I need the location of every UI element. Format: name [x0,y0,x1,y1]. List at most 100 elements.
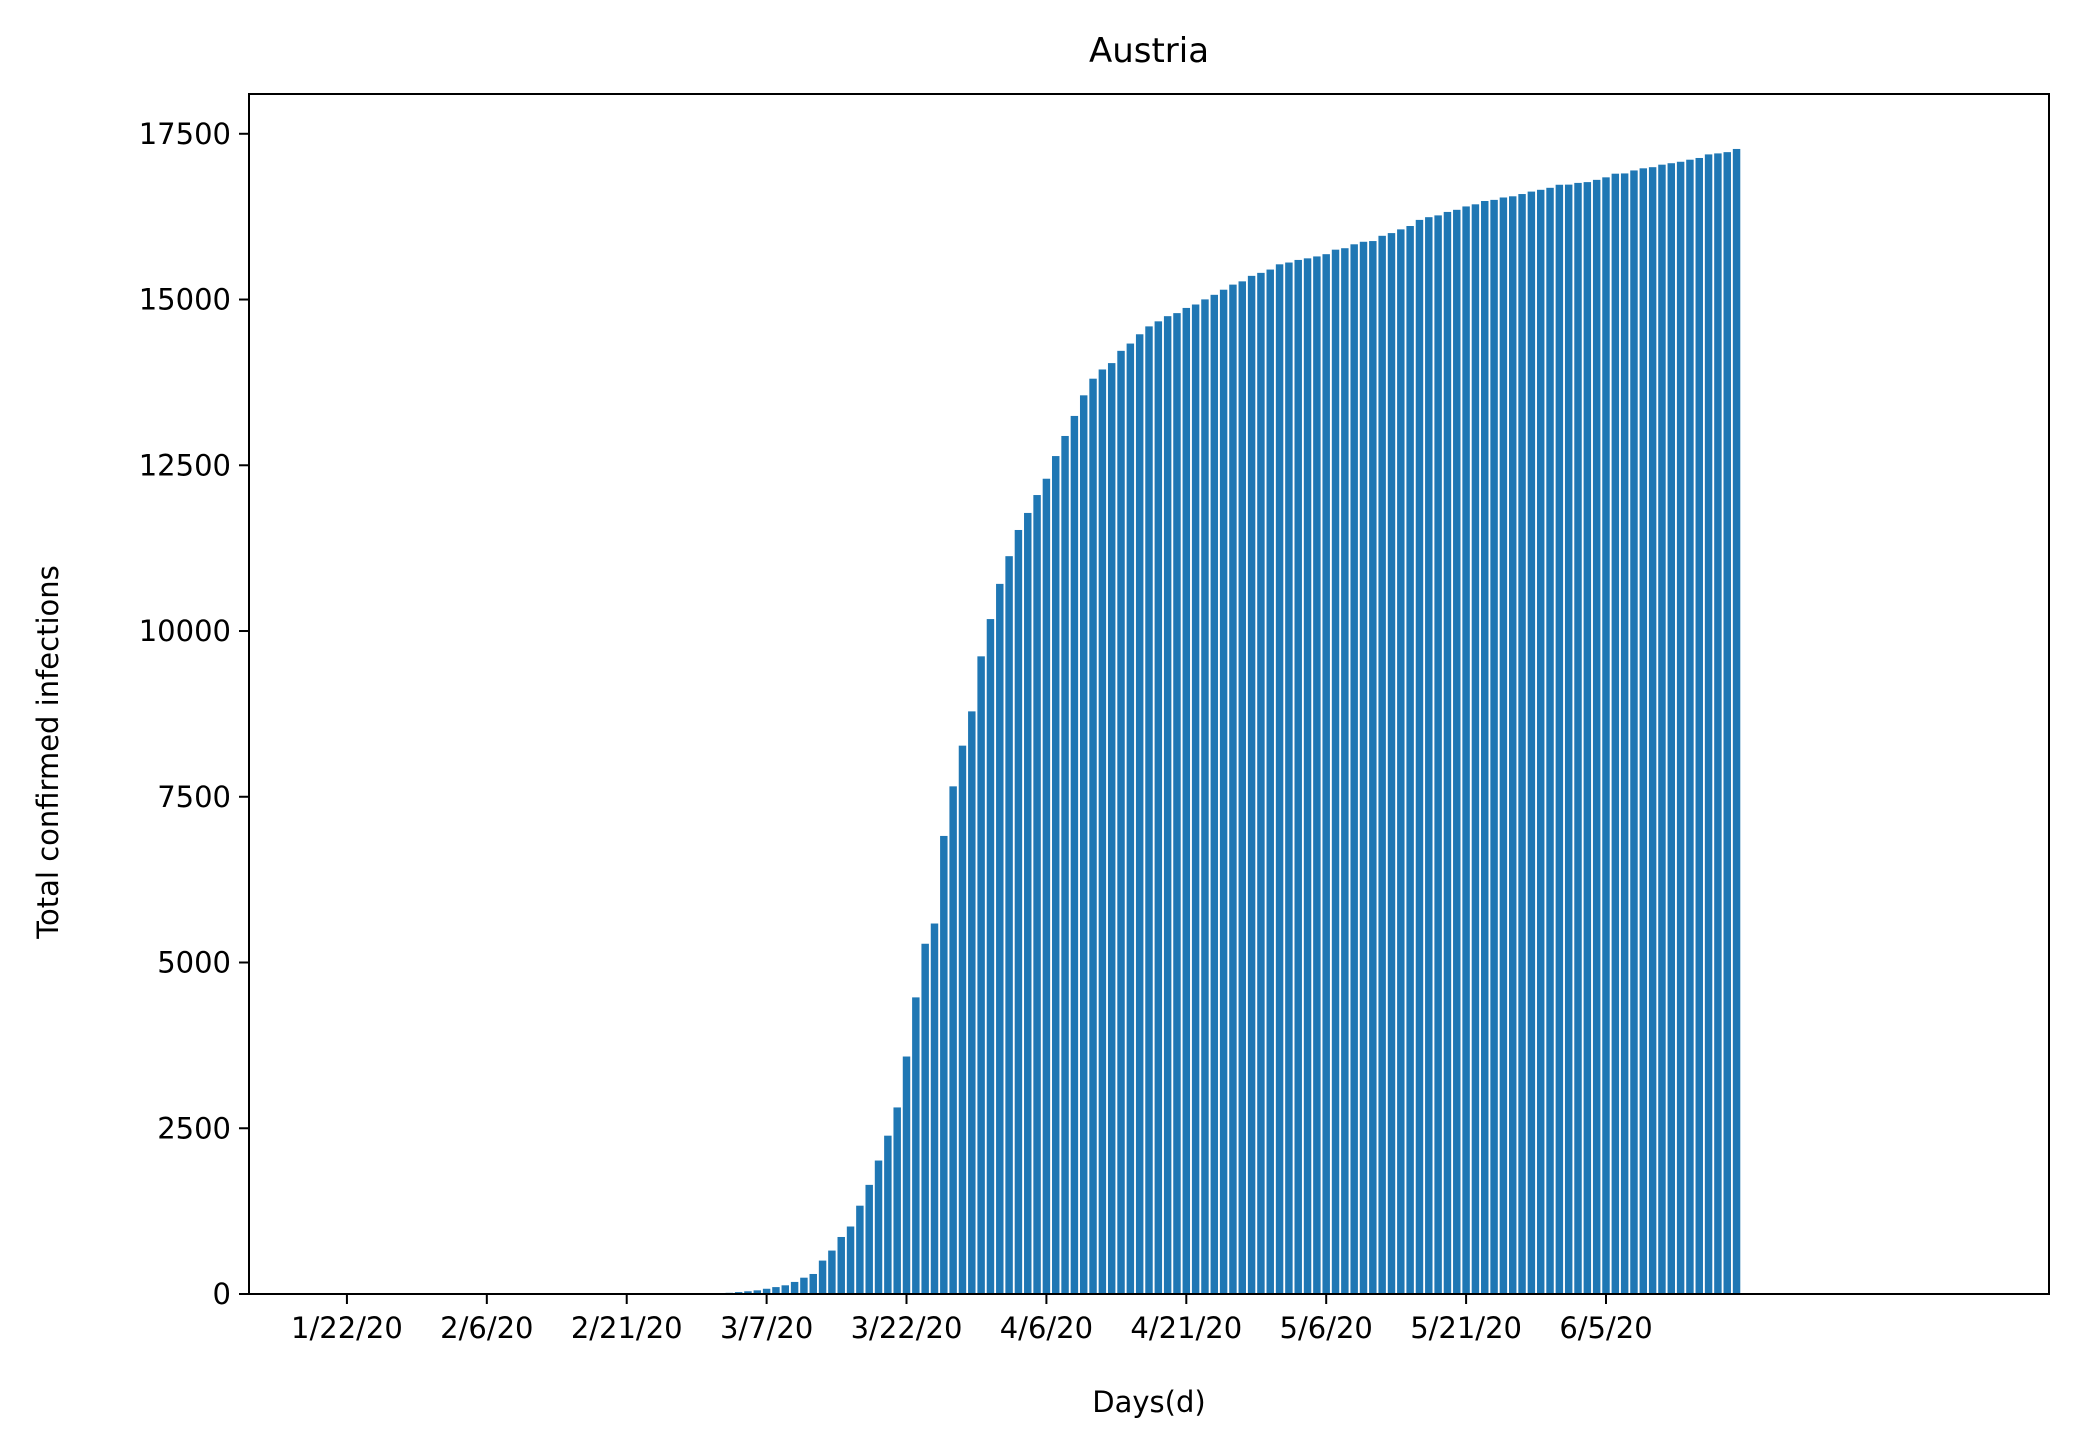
bar [874,1160,883,1294]
bar [949,786,957,1294]
bar [884,1135,892,1294]
bar [818,1260,827,1294]
bar [1126,343,1135,1294]
bar [1667,163,1676,1295]
bar [1415,219,1424,1294]
y-tick-label: 2500 [157,1111,231,1145]
bar [1630,170,1638,1295]
bar [1294,259,1302,1295]
bar [837,1236,845,1294]
x-tick-label: 4/21/20 [1130,1311,1242,1345]
bar [1555,184,1564,1294]
bar [753,1290,762,1294]
bar [762,1288,771,1294]
bar [1089,378,1097,1294]
bar [1079,395,1088,1295]
bar [828,1250,836,1294]
bar [1453,209,1461,1294]
bar [790,1281,799,1294]
x-tick-label: 1/22/20 [291,1311,403,1345]
x-tick-label: 5/21/20 [1410,1311,1522,1345]
bar [1024,512,1032,1294]
x-tick-label: 3/7/20 [720,1311,813,1345]
bar [1070,415,1079,1294]
bar [1322,254,1330,1295]
bar [1518,194,1526,1294]
y-tick-label: 10000 [139,614,231,648]
y-tick-label: 15000 [139,283,231,317]
bar [865,1184,873,1294]
bar [1732,148,1741,1295]
plot-area-frame [248,93,2050,1295]
bar [1257,272,1265,1294]
x-tick-label: 3/22/20 [851,1311,963,1345]
bar [996,583,1004,1294]
bar [1303,258,1312,1295]
bar [1117,350,1125,1295]
bar [1527,191,1536,1295]
bar [1173,313,1181,1294]
bar [1005,556,1013,1294]
y-tick-label: 7500 [157,780,231,814]
bar [1592,179,1601,1295]
bar [1154,321,1163,1295]
bar [781,1285,789,1294]
y-axis-label: Total confirmed infections [31,565,65,940]
bar [1658,164,1666,1294]
x-tick-label: 2/21/20 [571,1311,683,1345]
bar [856,1205,864,1294]
chart-title: Austria [1089,31,1209,71]
bar [1229,284,1237,1294]
bar [1145,326,1153,1294]
bar [800,1277,808,1294]
bar [1098,369,1107,1295]
x-tick-label: 6/5/20 [1559,1311,1652,1345]
y-tick-label: 17500 [139,117,231,151]
bar [1275,264,1284,1294]
bar [1686,159,1694,1295]
bar [1238,281,1246,1294]
bar [772,1287,780,1294]
bar [1341,248,1349,1295]
bar [1546,187,1554,1294]
bar [1266,269,1274,1294]
bar [1247,275,1256,1294]
bar [968,711,976,1294]
x-tick-label: 2/6/20 [440,1311,533,1345]
bar [1509,196,1517,1294]
y-axis-ticks: 0 2500 5000 7500 10000 12500 15000 17500 [139,117,249,1311]
bar [1564,184,1573,1294]
bar [1639,168,1648,1294]
bar [1369,241,1377,1294]
bar [1602,177,1610,1295]
bar [1331,249,1340,1294]
bar [1499,197,1508,1295]
y-tick-label: 0 [213,1277,231,1311]
bar [921,943,929,1294]
bar [1107,363,1116,1295]
bar [1061,435,1069,1295]
bar [1536,189,1545,1294]
bar [1443,211,1452,1295]
bar [1481,201,1489,1294]
x-tick-label: 5/6/20 [1280,1311,1373,1345]
bar [1052,456,1060,1294]
bar [1574,182,1582,1294]
bar [1583,182,1592,1295]
bar [1611,173,1620,1295]
bar [902,1056,911,1294]
bar [1695,157,1703,1295]
bar [893,1107,901,1294]
bar [1723,152,1731,1294]
bar [1191,304,1200,1294]
bar [744,1291,752,1294]
bar [1620,173,1629,1295]
bar [958,745,967,1294]
bar [1387,233,1396,1295]
bar [977,656,985,1294]
bar [1714,153,1722,1294]
bar [1704,154,1713,1294]
bar [1042,478,1051,1295]
bar [1210,294,1219,1294]
x-axis-ticks: 1/22/20 2/6/20 2/21/20 3/7/20 3/22/20 4/6/20 4… [291,1294,1653,1345]
